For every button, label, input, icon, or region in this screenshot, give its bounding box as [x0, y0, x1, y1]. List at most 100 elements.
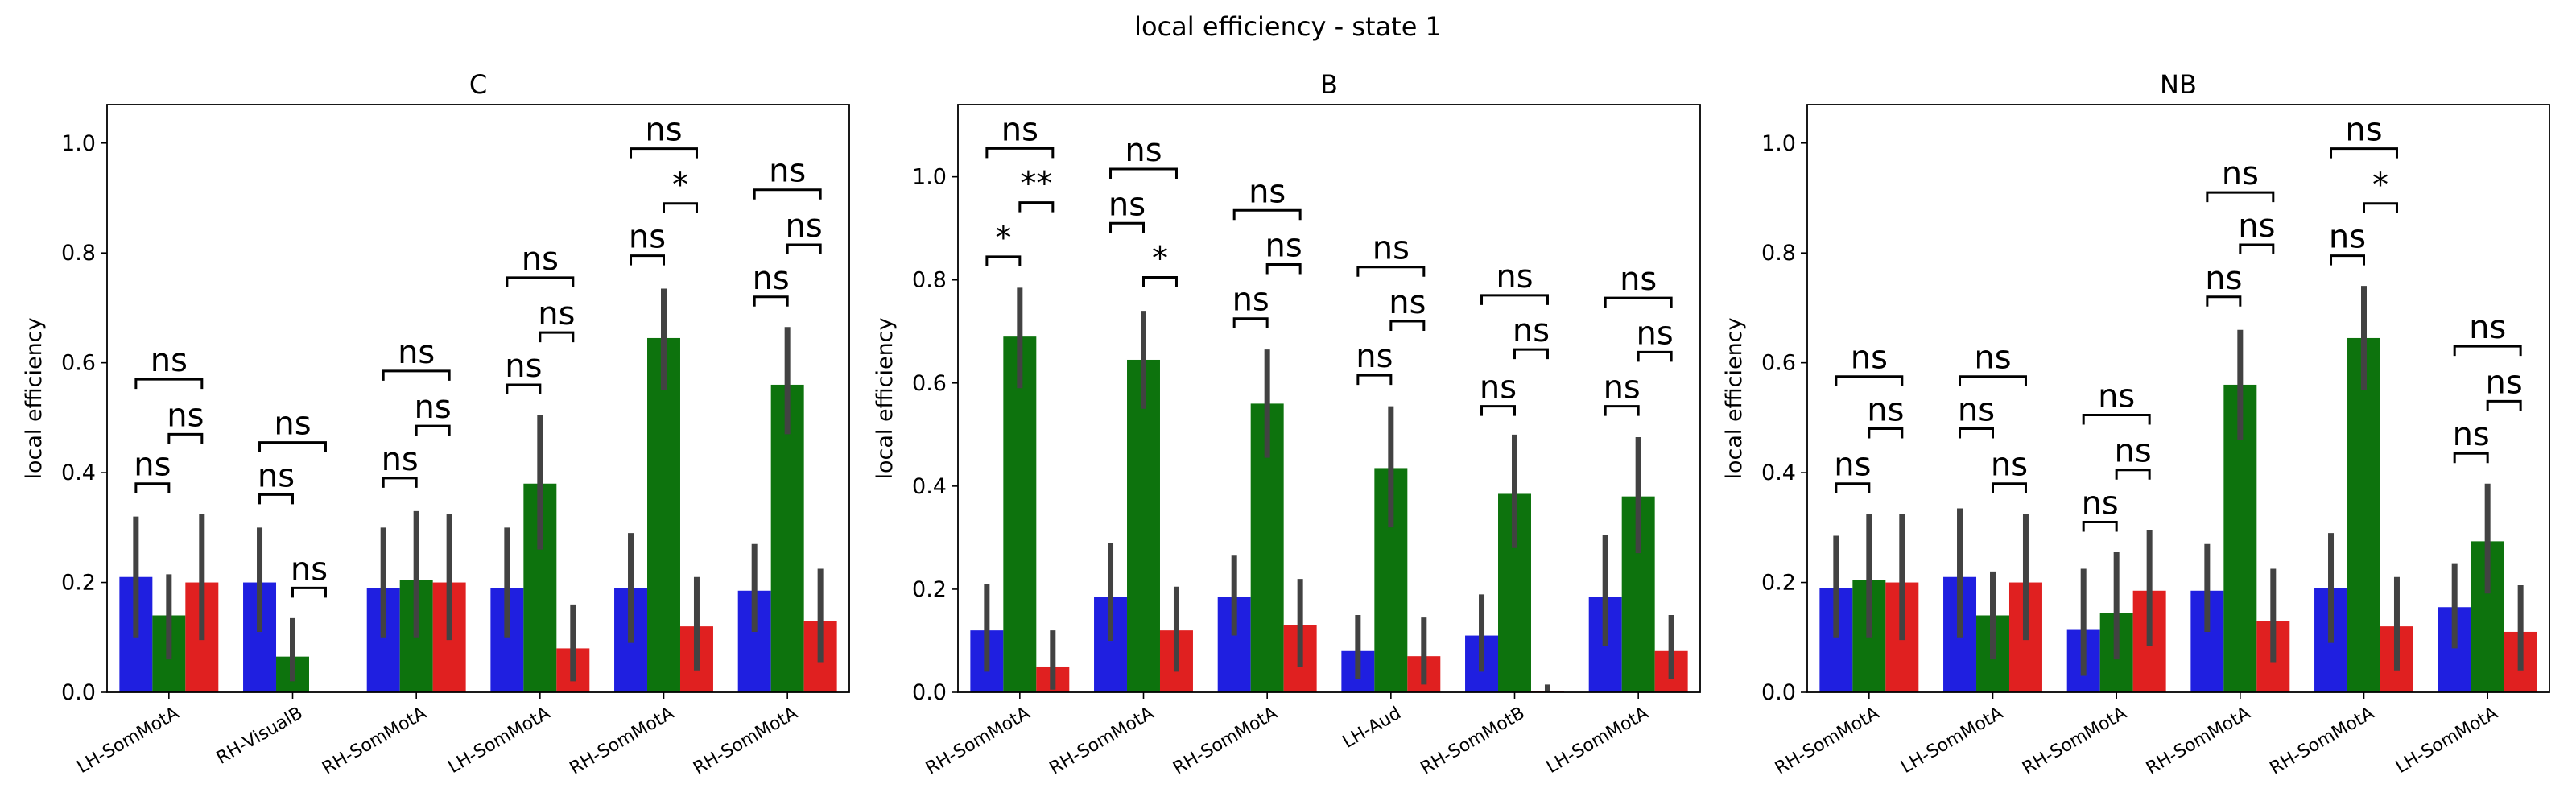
significance-bracket	[1142, 276, 1178, 287]
bar	[647, 337, 680, 692]
x-tick-label: RH-SomMotA	[567, 704, 678, 779]
significance-label: ns	[2222, 155, 2259, 192]
y-tick-label: 0.8	[912, 268, 947, 293]
significance-bracket	[1835, 482, 1871, 493]
y-tick-label: 0.6	[912, 371, 947, 396]
significance-bracket	[167, 432, 204, 444]
significance-bracket	[382, 477, 418, 488]
significance-label: ns	[753, 260, 790, 297]
significance-bracket	[1356, 374, 1393, 386]
significance-label: *	[995, 220, 1011, 257]
significance-label: ns	[645, 112, 682, 149]
x-tick-label: RH-SomMotA	[319, 704, 430, 779]
significance-bracket	[2206, 191, 2275, 203]
significance-label: ns	[786, 208, 823, 245]
y-tick-label: 0.2	[61, 571, 96, 596]
x-tick-label: RH-SomMotB	[1418, 704, 1529, 779]
significance-label: ns	[2329, 219, 2366, 256]
significance-label: ns	[522, 241, 559, 278]
significance-label: **	[1020, 166, 1052, 203]
x-tick-label: RH-SomMotA	[1046, 704, 1158, 779]
significance-bracket	[1480, 405, 1516, 416]
significance-label: ns	[1604, 369, 1641, 407]
significance-bracket	[1513, 348, 1549, 360]
significance-bracket	[2082, 413, 2151, 425]
significance-label: ns	[167, 397, 204, 434]
significance-label: ns	[769, 153, 806, 190]
significance-bracket	[1232, 208, 1302, 221]
significance-bracket	[786, 243, 822, 254]
significance-label: ns	[1620, 261, 1657, 298]
significance-label: ns	[505, 348, 542, 385]
significance-label: ns	[538, 295, 575, 332]
significance-bracket	[2239, 243, 2275, 254]
significance-bracket	[539, 331, 575, 343]
significance-label: ns	[382, 441, 419, 478]
significance-label: ns	[1108, 186, 1146, 223]
significance-bracket	[1480, 294, 1549, 305]
significance-bracket	[2453, 452, 2489, 464]
significance-bracket	[291, 586, 327, 598]
significance-bracket	[663, 202, 698, 213]
significance-bracket	[1637, 350, 1673, 362]
plot-frame	[106, 104, 850, 693]
plot-frame	[1806, 104, 2550, 693]
significance-bracket	[134, 482, 171, 493]
y-tick-label: 0.4	[61, 460, 96, 485]
significance-bracket	[1959, 427, 1994, 439]
significance-bracket	[2115, 469, 2151, 480]
significance-bracket	[753, 188, 822, 200]
significance-bracket	[1389, 320, 1426, 331]
significance-label: ns	[1958, 392, 1995, 429]
significance-bracket	[415, 424, 451, 436]
y-tick-label: 0.4	[912, 474, 947, 499]
significance-bracket	[134, 378, 204, 390]
significance-label: ns	[1480, 369, 1517, 407]
significance-label: ns	[151, 342, 188, 379]
y-tick-label: 0.2	[912, 577, 947, 602]
significance-bracket	[630, 147, 698, 159]
y-tick-label: 0.0	[912, 680, 947, 705]
significance-label: ns	[258, 457, 295, 494]
significance-bracket	[630, 254, 665, 266]
significance-label: ns	[398, 334, 435, 371]
significance-label: ns	[1249, 173, 1286, 210]
y-tick-label: 0.4	[1761, 460, 1796, 485]
significance-bracket	[2363, 202, 2398, 213]
significance-label: ns	[1496, 258, 1533, 295]
significance-label: ns	[2205, 260, 2242, 297]
significance-label: ns	[2082, 485, 2119, 522]
significance-bracket	[1604, 296, 1673, 308]
significance-bracket	[1109, 167, 1178, 180]
significance-bracket	[2486, 399, 2522, 411]
y-axis-label: local efficiency	[22, 317, 47, 479]
x-tick-label: LH-Aud	[1340, 704, 1405, 753]
significance-label: ns	[2115, 433, 2152, 470]
significance-bracket	[1018, 201, 1055, 213]
significance-bracket	[1868, 427, 1904, 439]
y-tick-label: 1.0	[61, 131, 96, 156]
significance-bracket	[1109, 221, 1145, 233]
x-tick-label: RH-SomMotA	[1170, 704, 1281, 779]
x-tick-label: LH-SomMotA	[1543, 704, 1652, 778]
bar	[2347, 337, 2380, 692]
panel-nb: NB local efficiency 0.0 0.2 0.4 0.6 0.8 1.0 ns ns…	[1722, 69, 2550, 779]
significance-label: *	[2372, 167, 2388, 204]
y-tick-label: 0.8	[61, 241, 96, 266]
significance-label: ns	[629, 219, 666, 256]
panel-title: C	[469, 69, 487, 100]
significance-label: ns	[2486, 364, 2523, 401]
y-tick-label: 0.0	[1761, 680, 1796, 705]
bar	[1127, 359, 1160, 692]
significance-label: ns	[2469, 309, 2506, 346]
x-tick-label: RH-SomMotA	[1772, 704, 1883, 779]
y-tick-label: 0.6	[61, 351, 96, 376]
significance-label: ns	[1513, 312, 1550, 349]
significance-label: ns	[1373, 230, 1410, 267]
significance-bracket	[1835, 375, 1904, 386]
x-tick-label: LH-SomMotA	[74, 704, 183, 778]
significance-label: ns	[2345, 112, 2382, 149]
significance-bracket	[2453, 345, 2522, 357]
y-axis-label: local efficiency	[873, 317, 898, 479]
